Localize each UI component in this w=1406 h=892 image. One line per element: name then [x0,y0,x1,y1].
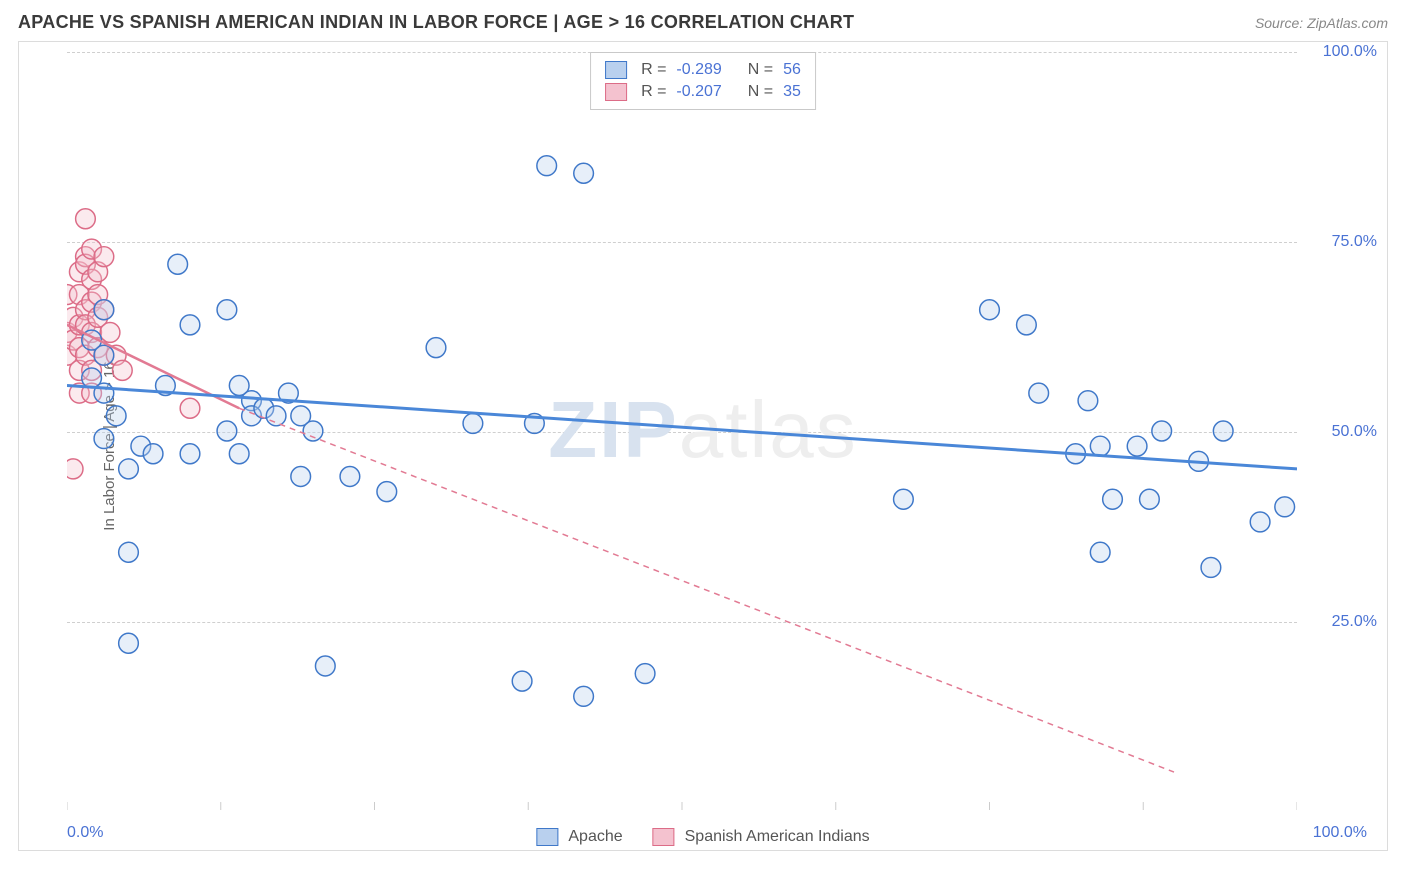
scatter-point [1017,315,1037,335]
scatter-point [1078,391,1098,411]
scatter-point [180,398,200,418]
scatter-point [113,360,133,380]
scatter-point [1275,497,1295,517]
scatter-point [168,254,188,274]
chart-title: APACHE VS SPANISH AMERICAN INDIAN IN LAB… [18,12,854,33]
scatter-point [574,686,594,706]
legend-swatch-spanish-icon [653,828,675,846]
legend-swatch-apache [605,61,627,79]
scatter-point [119,459,139,479]
scatter-point [574,163,594,183]
scatter-point [94,247,114,267]
r-label: R = [641,61,666,79]
scatter-point [229,444,249,464]
scatter-svg [67,52,1297,810]
y-tick: 50.0% [1332,423,1377,441]
legend-correlation-box: R = -0.289 N = 56 R = -0.207 N = 35 [590,52,816,110]
x-tick-100: 100.0% [1313,824,1367,842]
scatter-point [119,542,139,562]
scatter-point [1029,383,1049,403]
scatter-point [980,300,1000,320]
n-label: N = [748,83,773,101]
y-tick: 25.0% [1332,613,1377,631]
legend-swatch-spanish [605,83,627,101]
scatter-point [340,467,360,487]
trend-line [67,386,1297,469]
scatter-point [94,345,114,365]
scatter-point [180,315,200,335]
scatter-point [1201,557,1221,577]
legend-label-apache: Apache [568,828,622,846]
scatter-point [1140,489,1160,509]
chart-header: APACHE VS SPANISH AMERICAN INDIAN IN LAB… [8,8,1398,41]
scatter-point [377,482,397,502]
scatter-point [315,656,335,676]
x-tick-0: 0.0% [67,824,103,842]
scatter-point [303,421,323,441]
scatter-point [1090,542,1110,562]
scatter-point [119,633,139,653]
legend-item-spanish: Spanish American Indians [653,828,870,846]
r-label: R = [641,83,666,101]
scatter-point [76,209,96,229]
trend-line [239,408,1174,772]
scatter-point [217,300,237,320]
n-label: N = [748,61,773,79]
scatter-point [537,156,557,176]
r-value-spanish: -0.207 [676,83,721,101]
n-value-spanish: 35 [783,83,801,101]
scatter-point [1213,421,1233,441]
scatter-point [266,406,286,426]
scatter-point [94,300,114,320]
scatter-point [180,444,200,464]
scatter-point [512,671,532,691]
scatter-point [67,459,83,479]
scatter-point [100,322,120,342]
scatter-point [106,406,126,426]
chart-frame: In Labor Force | Age > 16 25.0%50.0%75.0… [18,41,1388,851]
scatter-point [1250,512,1270,532]
scatter-point [635,664,655,684]
scatter-point [1152,421,1172,441]
legend-row-apache: R = -0.289 N = 56 [605,59,801,81]
y-tick: 100.0% [1323,43,1377,61]
scatter-point [291,467,311,487]
scatter-point [1090,436,1110,456]
scatter-point [94,429,114,449]
scatter-point [1127,436,1147,456]
legend-row-spanish: R = -0.207 N = 35 [605,81,801,103]
chart-source: Source: ZipAtlas.com [1255,15,1388,31]
scatter-point [1103,489,1123,509]
legend-label-spanish: Spanish American Indians [685,828,870,846]
plot-area [67,52,1297,810]
legend-series: Apache Spanish American Indians [536,828,869,846]
scatter-point [143,444,163,464]
legend-item-apache: Apache [536,828,622,846]
scatter-point [426,338,446,358]
y-tick: 75.0% [1332,233,1377,251]
r-value-apache: -0.289 [676,61,721,79]
n-value-apache: 56 [783,61,801,79]
legend-swatch-apache-icon [536,828,558,846]
scatter-point [463,413,483,433]
scatter-point [894,489,914,509]
scatter-point [217,421,237,441]
